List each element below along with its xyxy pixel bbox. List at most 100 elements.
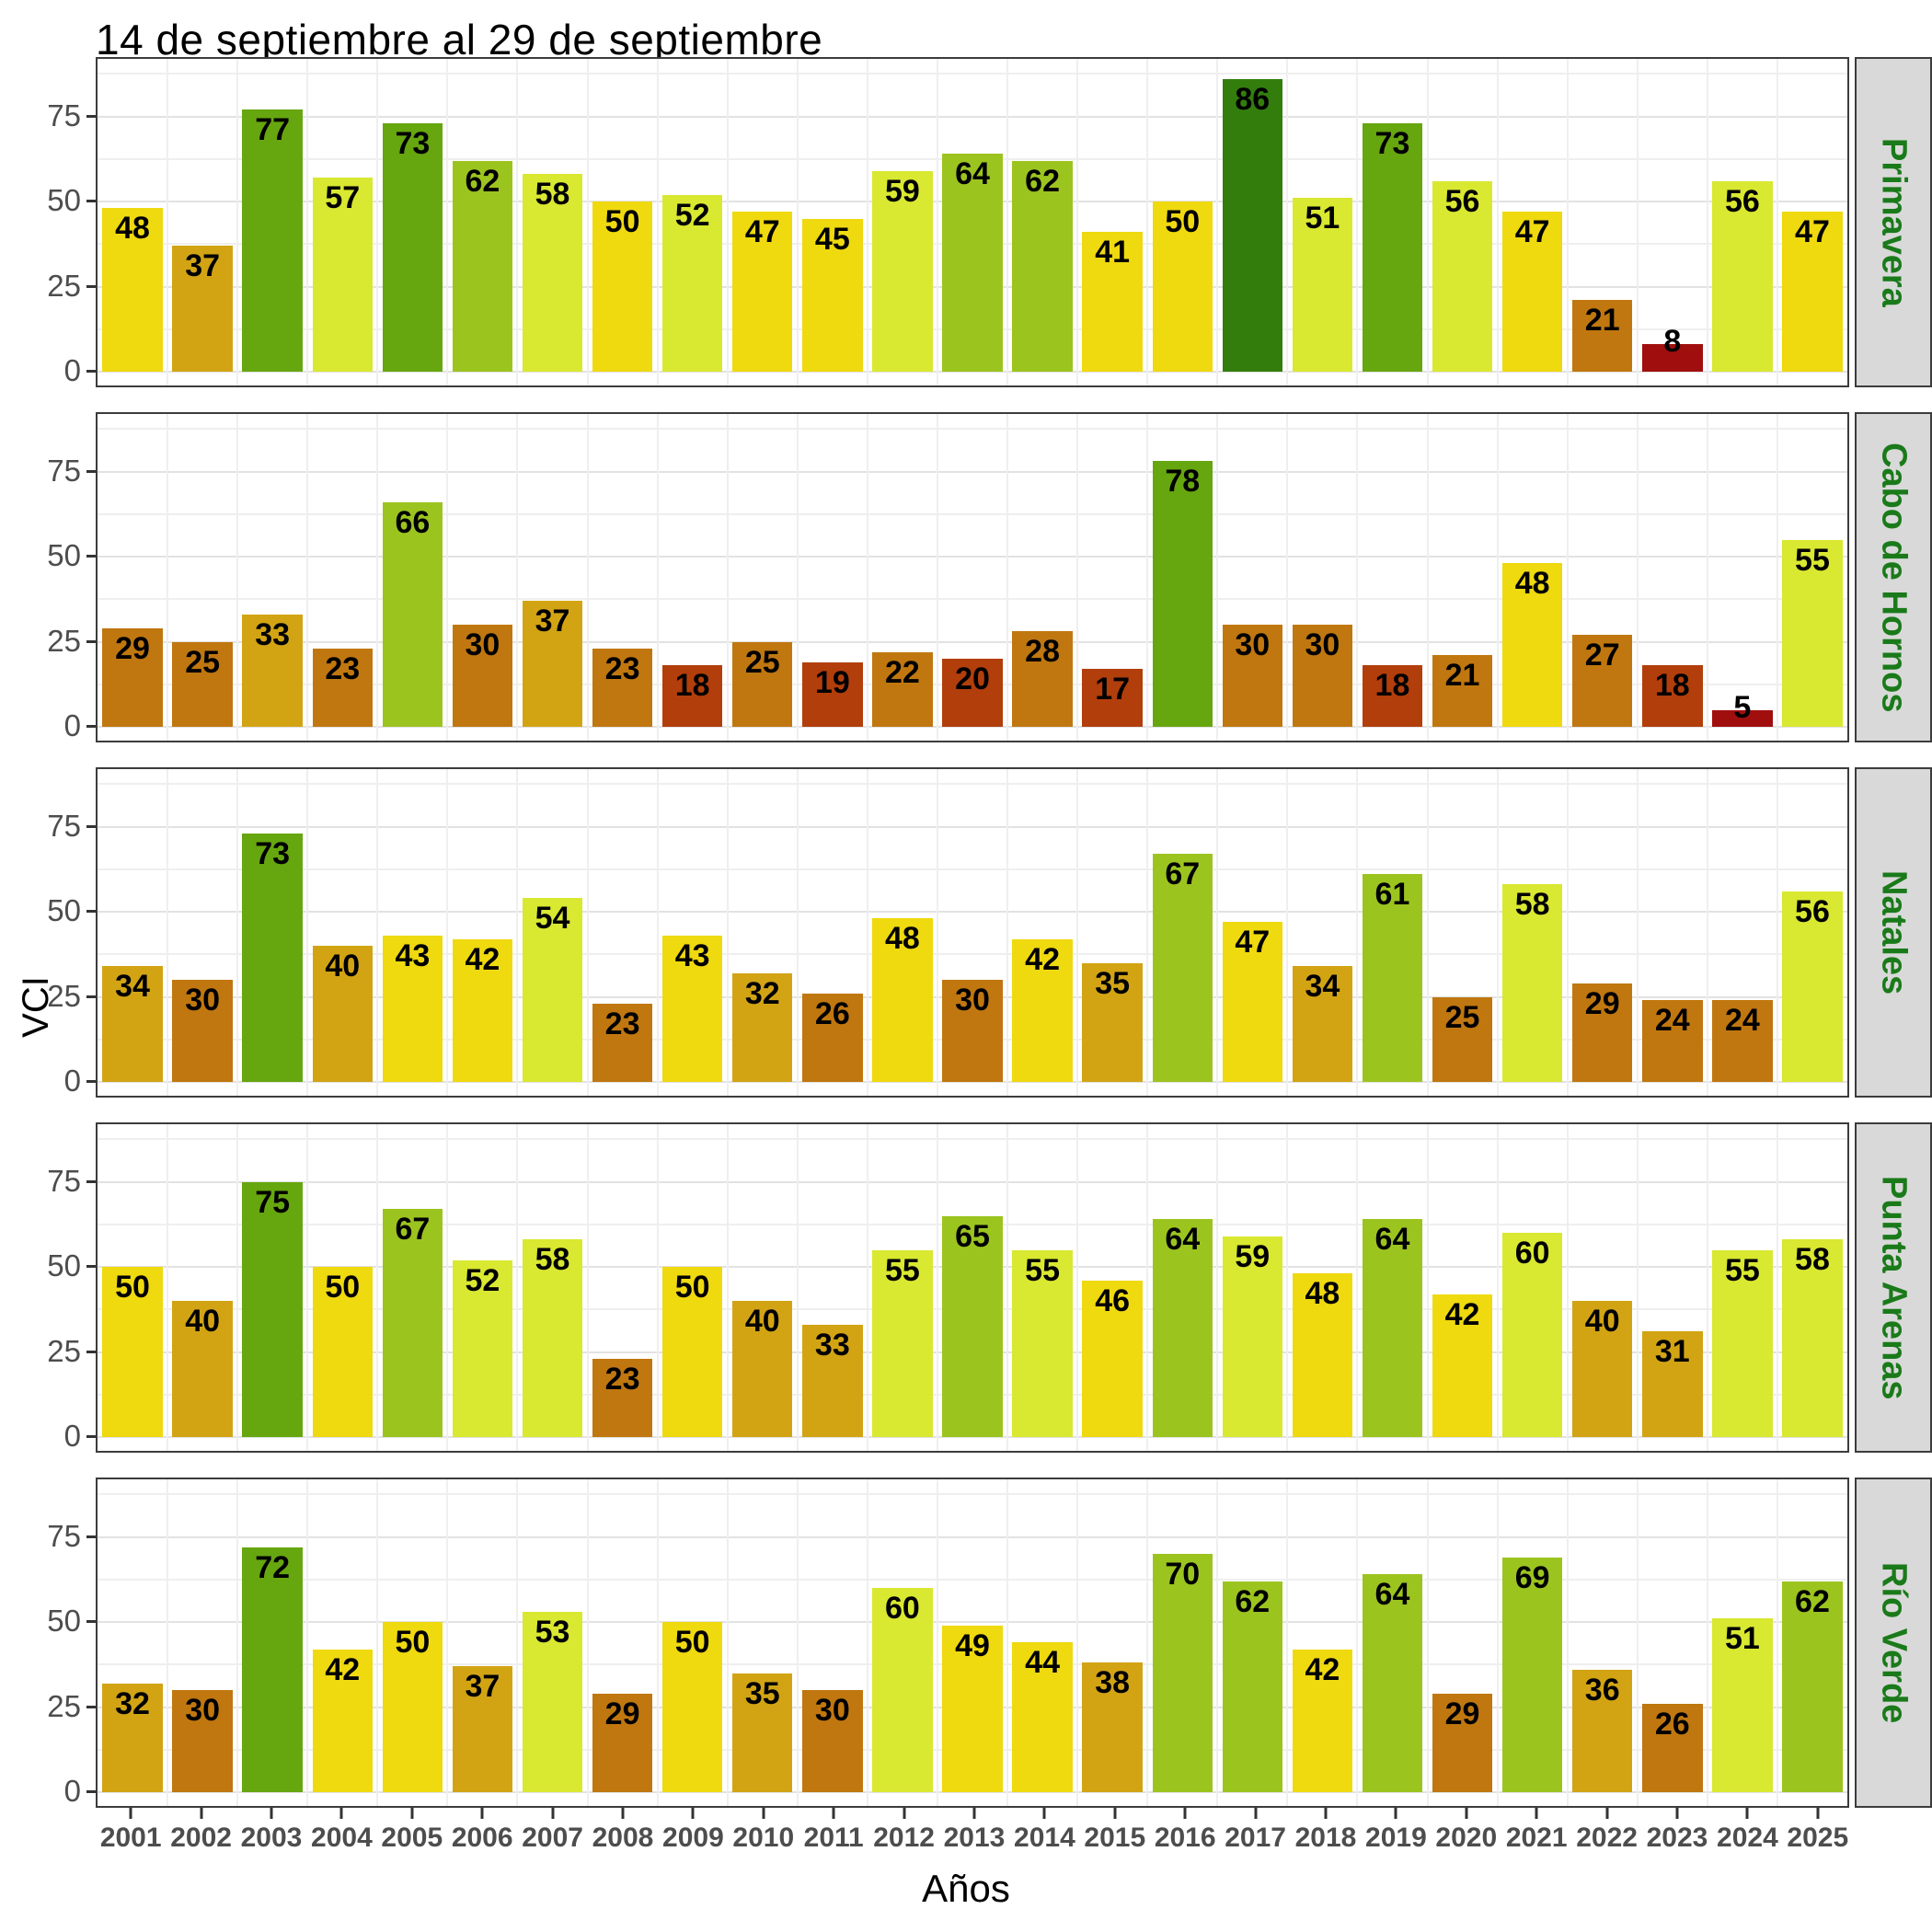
x-tick-area	[96, 1808, 1853, 1821]
bar-value-label: 49	[955, 1627, 990, 1663]
bar	[1222, 1236, 1283, 1437]
gridline-vertical	[1076, 1124, 1079, 1451]
bar-value-label: 56	[1444, 183, 1480, 219]
bar	[172, 1690, 233, 1792]
gridline-vertical	[1286, 414, 1289, 741]
gridline-vertical	[1426, 1479, 1429, 1806]
bar-value-label: 47	[1795, 214, 1830, 250]
gridline-vertical	[1146, 1479, 1149, 1806]
gridline-vertical	[586, 59, 589, 385]
gridline-vertical	[586, 414, 589, 741]
bar-value-label: 48	[884, 921, 920, 957]
bar-value-label: 56	[1724, 183, 1760, 219]
bar	[872, 918, 933, 1082]
gridline-vertical	[306, 414, 309, 741]
gridline-vertical	[1496, 414, 1499, 741]
x-tick-mark	[691, 1808, 695, 1819]
bar	[1222, 922, 1283, 1082]
gridline-vertical	[446, 1124, 449, 1451]
bar-value-label: 60	[1514, 1236, 1550, 1271]
gridline-major	[98, 911, 1847, 913]
bar	[942, 659, 1003, 727]
bar	[382, 122, 443, 372]
x-tick-label: 2017	[1225, 1823, 1286, 1853]
bar-value-label: 34	[1305, 969, 1340, 1005]
gridline-vertical	[1776, 1479, 1778, 1806]
x-label-area: 2001 2002 2003 2004 2005 2006 2007 2008 2009 2010…	[96, 1821, 1853, 1857]
x-tick-mark	[1816, 1808, 1820, 1819]
bar-value-label: 50	[604, 204, 640, 239]
bar-value-label: 70	[1165, 1557, 1201, 1592]
gridline-vertical	[167, 769, 169, 1096]
bar-value-label: 73	[395, 125, 431, 161]
y-tick-label: 0	[63, 1064, 81, 1098]
bar-value-label: 69	[1514, 1559, 1550, 1595]
bar-value-label: 26	[1654, 1706, 1690, 1742]
x-tick-label: 2019	[1365, 1823, 1427, 1853]
bar	[1292, 1649, 1353, 1792]
x-tick-mark	[1675, 1808, 1679, 1819]
x-tick-mark	[762, 1808, 765, 1819]
gridline-vertical	[1286, 59, 1289, 385]
bar-value-label: 55	[1025, 1252, 1060, 1288]
bar	[312, 1649, 373, 1792]
y-tick-label: 0	[63, 353, 81, 387]
bar-value-label: 48	[1514, 566, 1550, 602]
bar	[522, 1611, 583, 1792]
facet-panel: 32 30 72 42 50 37 53 29 50 35 30 60 49 44 38 70 62 42 64 29…	[96, 1478, 1849, 1808]
gridline-vertical	[1006, 59, 1009, 385]
bar-value-label: 29	[1584, 985, 1620, 1021]
bar	[802, 1324, 863, 1437]
bar	[1292, 966, 1353, 1082]
gridline-vertical	[1496, 769, 1499, 1096]
gridline-vertical	[1566, 769, 1569, 1096]
bar-value-label: 41	[1095, 235, 1131, 270]
y-tick-mark	[86, 469, 96, 473]
x-tick-label: 2014	[1014, 1823, 1075, 1853]
gridline-vertical	[516, 769, 519, 1096]
bar	[382, 1622, 443, 1792]
gridline-vertical	[656, 1124, 659, 1451]
x-tick-mark	[339, 1808, 343, 1819]
bar	[661, 935, 723, 1082]
x-tick-label: 2012	[873, 1823, 935, 1853]
chart-title: 14 de septiembre al 29 de septiembre	[96, 16, 823, 63]
bar-value-label: 25	[1444, 999, 1480, 1035]
gridline-minor	[98, 428, 1847, 431]
bar	[1432, 1294, 1493, 1437]
gridline-vertical	[306, 59, 309, 385]
gridline-vertical	[376, 1479, 379, 1806]
y-tick-mark	[86, 284, 96, 288]
bar-value-label: 18	[674, 668, 710, 704]
gridline-vertical	[1426, 1124, 1429, 1451]
gridline-vertical	[586, 1479, 589, 1806]
bar	[102, 1267, 163, 1437]
gridline-vertical	[1216, 59, 1219, 385]
y-tick-mark	[86, 1705, 96, 1708]
x-tick-mark	[1394, 1808, 1397, 1819]
bar-value-label: 40	[185, 1304, 221, 1339]
gridline-vertical	[1566, 1479, 1569, 1806]
bar-value-label: 21	[1444, 658, 1480, 694]
y-tick-mark	[86, 1620, 96, 1623]
gridline-vertical	[516, 414, 519, 741]
bar	[1082, 232, 1143, 372]
bar	[1432, 996, 1493, 1082]
bar	[452, 1666, 513, 1792]
bar	[802, 661, 863, 727]
bar	[172, 641, 233, 727]
x-tick-label: 2007	[522, 1823, 583, 1853]
bar	[1152, 461, 1213, 727]
bar	[522, 1239, 583, 1437]
bar	[1082, 962, 1143, 1082]
bar	[1362, 122, 1423, 372]
y-axis-gutter: 0 25 50 75	[0, 1478, 96, 1808]
bar-value-label: 55	[1724, 1252, 1760, 1288]
bar	[102, 966, 163, 1082]
bar-value-label: 58	[535, 1242, 570, 1278]
gridline-minor	[98, 73, 1847, 75]
bar-value-label: 30	[1235, 627, 1271, 662]
bar	[382, 501, 443, 727]
bar-value-label: 60	[884, 1591, 920, 1626]
y-tick-label: 50	[47, 538, 81, 572]
